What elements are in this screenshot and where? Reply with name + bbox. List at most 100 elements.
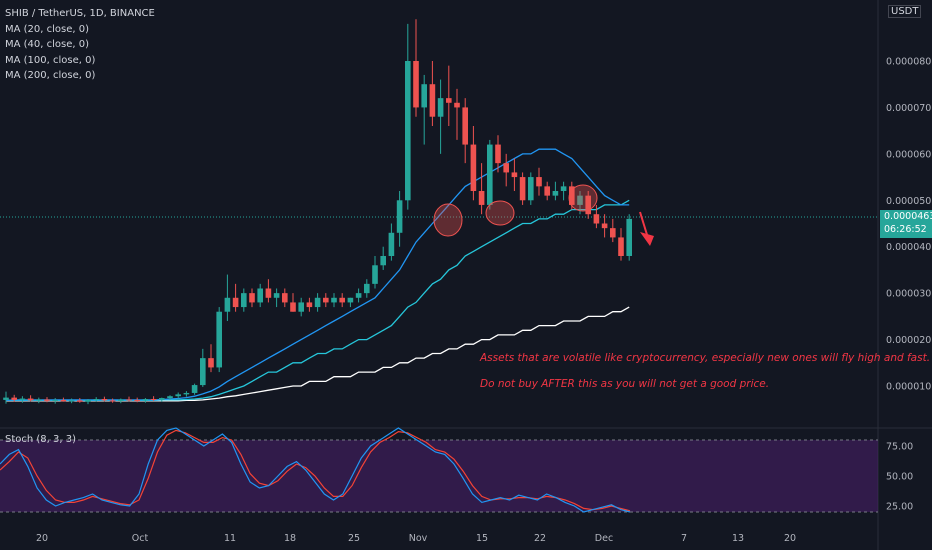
x-tick-label: 25	[348, 533, 360, 544]
candle-body	[610, 228, 616, 238]
candle-body	[68, 400, 75, 402]
annotations	[433, 184, 654, 246]
candle-body	[585, 195, 591, 215]
currency-selector[interactable]: USDT	[888, 5, 922, 18]
candle-body	[142, 399, 149, 401]
candle-body	[495, 144, 501, 164]
highlight-ellipse	[433, 203, 463, 237]
candle-body	[347, 297, 354, 303]
x-tick-label: 22	[534, 533, 546, 544]
candle-body	[364, 283, 370, 294]
candle-body	[413, 61, 419, 108]
candle-body	[27, 398, 34, 401]
candle-body	[118, 399, 124, 401]
candle-body	[314, 297, 321, 308]
stoch-panel	[0, 427, 878, 513]
candle-body	[298, 302, 304, 312]
last-price: 0.00004638	[884, 211, 932, 222]
candle-body	[224, 297, 231, 312]
candle-body	[544, 186, 550, 196]
x-tick-label: 20	[36, 533, 48, 544]
candle-body	[601, 223, 608, 229]
y-tick-label: 0.00005000	[886, 196, 932, 207]
candle-body	[552, 191, 559, 196]
x-tick-label: 15	[476, 533, 488, 544]
candle-body	[109, 400, 116, 402]
candle-body	[200, 358, 206, 386]
stoch-tick-label: 50.00	[886, 472, 913, 483]
candle-body	[593, 214, 600, 224]
candle-body	[519, 177, 526, 201]
candle-body	[150, 399, 157, 400]
candle-body	[167, 396, 173, 399]
axes: 0.00008000 0.00007000 0.00006000 0.00005000…	[36, 57, 932, 545]
candle-body	[396, 200, 403, 233]
legend-ma100[interactable]: MA (100, close, 0)	[5, 54, 96, 66]
y-tick-label: 0.00008000	[886, 57, 932, 68]
note-2: Do not buy AFTER this as you will not ge…	[480, 378, 770, 390]
symbol-title[interactable]: SHIB / TetherUS, 1D, BINANCE	[5, 8, 155, 19]
y-tick-label: 0.00004000	[886, 242, 932, 253]
candle-body	[52, 399, 58, 401]
candle-body	[282, 293, 288, 303]
candle-body	[216, 311, 222, 368]
candle-body	[437, 98, 444, 117]
chart-legend: SHIB / TetherUS, 1D, BINANCE MA (20, clo…	[5, 6, 155, 84]
candle-body	[618, 237, 624, 256]
x-tick-label: Nov	[409, 533, 428, 544]
candle-body	[503, 163, 509, 173]
candle-body	[380, 256, 386, 266]
candle-body	[159, 398, 165, 400]
y-tick-label: 0.00001000	[886, 382, 932, 393]
candle-body	[77, 400, 83, 402]
ma20-line	[5, 148, 630, 402]
candle-body	[44, 399, 50, 401]
highlight-ellipse	[568, 184, 598, 212]
candle-body	[421, 84, 427, 108]
candle-body	[355, 293, 362, 298]
candle-body	[183, 392, 190, 395]
x-tick-label: 20	[784, 533, 796, 544]
candle-body	[462, 107, 468, 145]
legend-ma20[interactable]: MA (20, close, 0)	[5, 23, 90, 35]
candle-body	[454, 102, 460, 108]
candle-body	[249, 293, 255, 303]
y-tick-label: 0.00007000	[886, 103, 932, 114]
candle-body	[208, 358, 214, 368]
candle-body	[626, 218, 632, 256]
legend-ma200[interactable]: MA (200, close, 0)	[5, 70, 96, 81]
candle-body	[3, 397, 9, 400]
candle-body	[331, 297, 337, 303]
candle-body	[511, 172, 518, 178]
candle-body	[536, 177, 542, 187]
highlight-ellipse	[485, 200, 515, 226]
candle-body	[290, 302, 296, 312]
legend-ma40[interactable]: MA (40, close, 0)	[5, 39, 90, 50]
stoch-tick-label: 75.00	[886, 442, 913, 453]
candle-body	[306, 302, 313, 308]
candle-body	[60, 399, 67, 402]
candle-body	[470, 144, 477, 191]
x-tick-label: 13	[732, 533, 744, 544]
candle-body	[257, 288, 263, 303]
candle-body	[273, 293, 280, 298]
candles	[3, 19, 632, 405]
down-arrow-shaft	[639, 211, 649, 239]
candle-body	[560, 186, 567, 191]
down-arrow-head	[640, 232, 654, 246]
candle-body	[191, 385, 198, 393]
x-tick-label: Dec	[595, 533, 613, 544]
candle-body	[85, 399, 91, 402]
x-tick-label: 7	[681, 533, 687, 544]
candle-body	[569, 186, 575, 205]
candle-body	[36, 399, 42, 401]
candle-body	[446, 98, 452, 103]
x-tick-label: 11	[224, 533, 236, 544]
candle-body	[405, 61, 411, 201]
y-tick-label: 0.00003000	[886, 289, 932, 300]
candle-body	[528, 177, 534, 201]
stoch-band	[0, 440, 878, 512]
candle-body	[11, 397, 17, 400]
candle-body	[388, 232, 395, 256]
